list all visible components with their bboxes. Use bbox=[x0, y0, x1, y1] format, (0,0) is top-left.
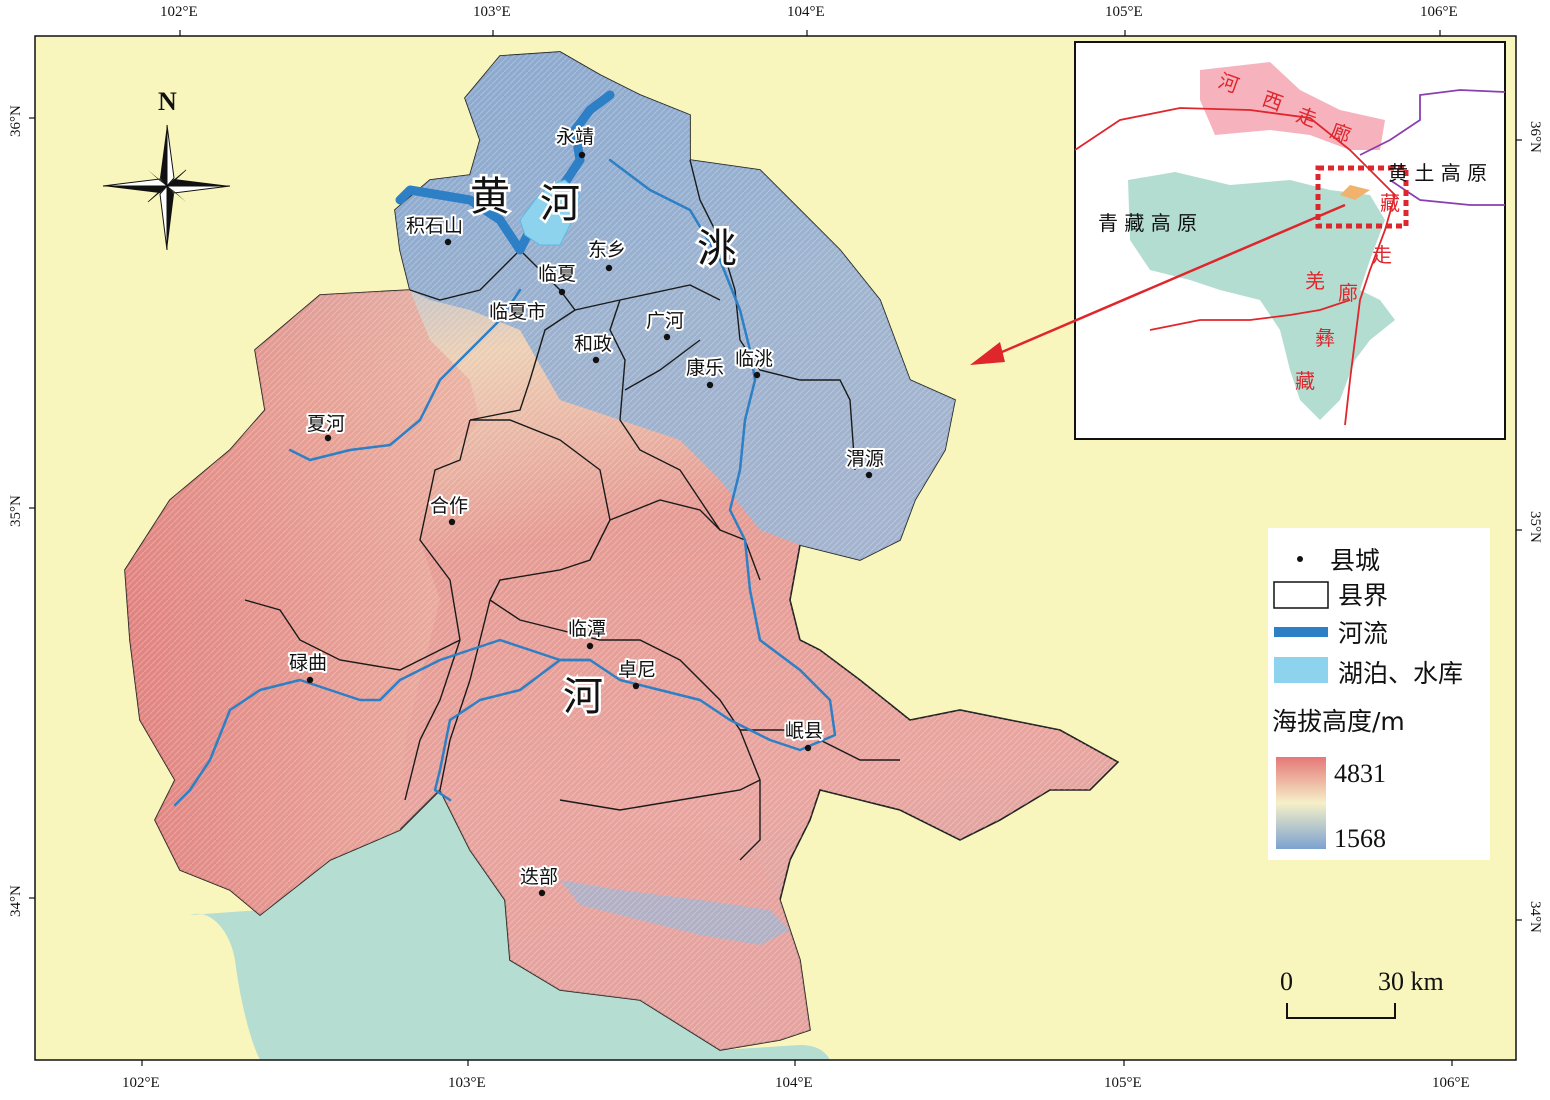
inset-corridor-char-2: 走 bbox=[1372, 243, 1392, 267]
tao-river bbox=[518, 158, 837, 752]
daxia-river bbox=[288, 288, 522, 462]
inset-red-border-2 bbox=[1149, 299, 1351, 331]
legend-elevation-title: 海拔高度/m bbox=[1272, 707, 1405, 736]
legend-river: 河流 bbox=[1338, 619, 1388, 648]
lat-left-35: 35°N bbox=[8, 495, 24, 527]
city-yongjing: 永靖 bbox=[556, 126, 594, 148]
inset-pointer-line bbox=[994, 203, 1346, 357]
lat-right-35: 35°N bbox=[1527, 511, 1543, 543]
rivers bbox=[173, 90, 837, 807]
city-xiahe: 夏河 bbox=[307, 413, 345, 435]
legend-county-border: 县界 bbox=[1338, 581, 1388, 610]
river-label-lower-he: 河 bbox=[563, 674, 603, 720]
river-label-he: 河 bbox=[540, 181, 580, 227]
lon-top-105: 105°E bbox=[1105, 4, 1143, 20]
city-zhuoni: 卓尼 bbox=[618, 659, 656, 681]
bailong-river bbox=[173, 638, 592, 807]
scale-max: 30 km bbox=[1378, 967, 1444, 996]
city-hezheng: 和政 bbox=[574, 333, 612, 355]
inset-study-area bbox=[1340, 185, 1370, 200]
inset-study-box bbox=[1315, 165, 1409, 229]
river-labels: 黄 河 洮 河 bbox=[468, 172, 740, 723]
lon-bottom-103: 103°E bbox=[448, 1075, 486, 1091]
inset-corridor-char-3: 廊 bbox=[1338, 281, 1358, 305]
outside-region-green bbox=[190, 790, 830, 1060]
graticule-ticks bbox=[29, 30, 1522, 1066]
lon-top-106: 106°E bbox=[1420, 4, 1458, 20]
city-hezuo: 合作 bbox=[430, 495, 468, 517]
inset-loess-label: 黄 土 高 原 bbox=[1388, 161, 1487, 185]
legend: 县城 县界 河流 湖泊、水库 海拔高度/m 4831 1568 bbox=[1268, 528, 1490, 860]
map-frame bbox=[34, 35, 1517, 1061]
lon-bottom-105: 105°E bbox=[1104, 1075, 1142, 1091]
county-seats bbox=[306, 151, 873, 897]
north-label: N bbox=[158, 87, 177, 116]
city-minxian: 岷县 bbox=[785, 720, 823, 742]
legend-elevation-ramp bbox=[1276, 757, 1326, 849]
river-label-huang: 黄 bbox=[470, 174, 510, 220]
lat-left-36: 36°N bbox=[8, 105, 24, 137]
scale-zero: 0 bbox=[1280, 967, 1293, 996]
city-diebu: 迭部 bbox=[520, 866, 558, 888]
legend-river-icon bbox=[1274, 627, 1328, 637]
liujiaxia-reservoir bbox=[519, 179, 581, 246]
city-labels: 永靖 积石山 东乡 临夏 临夏市 广河 和政 康乐 临洮 夏河 渭源 合作 临潭… bbox=[287, 124, 886, 890]
inset-hexi bbox=[1200, 62, 1385, 150]
river-label-tao: 洮 bbox=[697, 226, 737, 272]
legend-dot-icon bbox=[1297, 556, 1303, 562]
legend-elev-max: 4831 bbox=[1334, 759, 1386, 788]
lat-left-34: 34°N bbox=[8, 885, 24, 917]
terrain-texture bbox=[125, 52, 1118, 1050]
lat-labels-left: 36°N 35°N 34°N bbox=[8, 105, 24, 917]
scale-bar: 0 30 km bbox=[1280, 967, 1444, 1019]
inset-red-border bbox=[1074, 107, 1397, 426]
lat-right-34: 34°N bbox=[1527, 901, 1543, 933]
lat-labels-right: 36°N 35°N 34°N bbox=[1527, 121, 1543, 933]
city-guanghe: 广河 bbox=[646, 310, 684, 332]
legend-lake-icon bbox=[1274, 657, 1328, 683]
inset-corridor-char-1: 藏 bbox=[1380, 191, 1400, 215]
inset-map: 河 西 走 廊 黄 土 高 原 青 藏 高 原 藏 走 廊 彝 藏 羌 bbox=[970, 41, 1506, 440]
inset-corridor-char-5: 藏 bbox=[1295, 369, 1315, 393]
city-lintao: 临洮 bbox=[735, 348, 773, 370]
lon-top-102: 102°E bbox=[160, 4, 198, 20]
lon-bottom-104: 104°E bbox=[775, 1075, 813, 1091]
legend-lake: 湖泊、水库 bbox=[1338, 659, 1463, 688]
lon-bottom-106: 106°E bbox=[1432, 1075, 1470, 1091]
city-luqu: 碌曲 bbox=[289, 652, 327, 674]
inset-corridor-char-6: 羌 bbox=[1305, 269, 1325, 293]
yellow-river bbox=[395, 90, 615, 255]
inset-plateau-label: 青 藏 高 原 bbox=[1098, 211, 1197, 235]
inset-pointer-arrowhead bbox=[970, 342, 1005, 365]
city-weiyuan: 渭源 bbox=[846, 448, 884, 470]
inset-corridor-char-4: 彝 bbox=[1315, 326, 1335, 350]
city-linxia-shi: 临夏市 bbox=[489, 301, 546, 323]
lon-top-103: 103°E bbox=[473, 4, 511, 20]
city-jishishan: 积石山 bbox=[406, 215, 463, 237]
north-arrow: N bbox=[102, 87, 231, 251]
legend-elev-min: 1568 bbox=[1334, 824, 1386, 853]
city-dongxiang: 东乡 bbox=[588, 239, 626, 261]
lon-top-104: 104°E bbox=[787, 4, 825, 20]
city-linxia: 临夏 bbox=[538, 263, 576, 285]
city-kangle: 康乐 bbox=[686, 357, 724, 379]
lon-labels-top: 102°E 103°E 104°E 105°E 106°E bbox=[160, 4, 1458, 20]
inset-plateau bbox=[1128, 172, 1395, 420]
lower-river bbox=[433, 688, 522, 802]
city-lintan: 临潭 bbox=[568, 618, 606, 640]
lon-bottom-102: 102°E bbox=[122, 1075, 160, 1091]
legend-county-seat: 县城 bbox=[1330, 546, 1380, 575]
legend-border-icon bbox=[1273, 581, 1329, 609]
lon-labels-bottom: 102°E 103°E 104°E 105°E 106°E bbox=[122, 1075, 1470, 1091]
lat-right-36: 36°N bbox=[1527, 121, 1543, 153]
